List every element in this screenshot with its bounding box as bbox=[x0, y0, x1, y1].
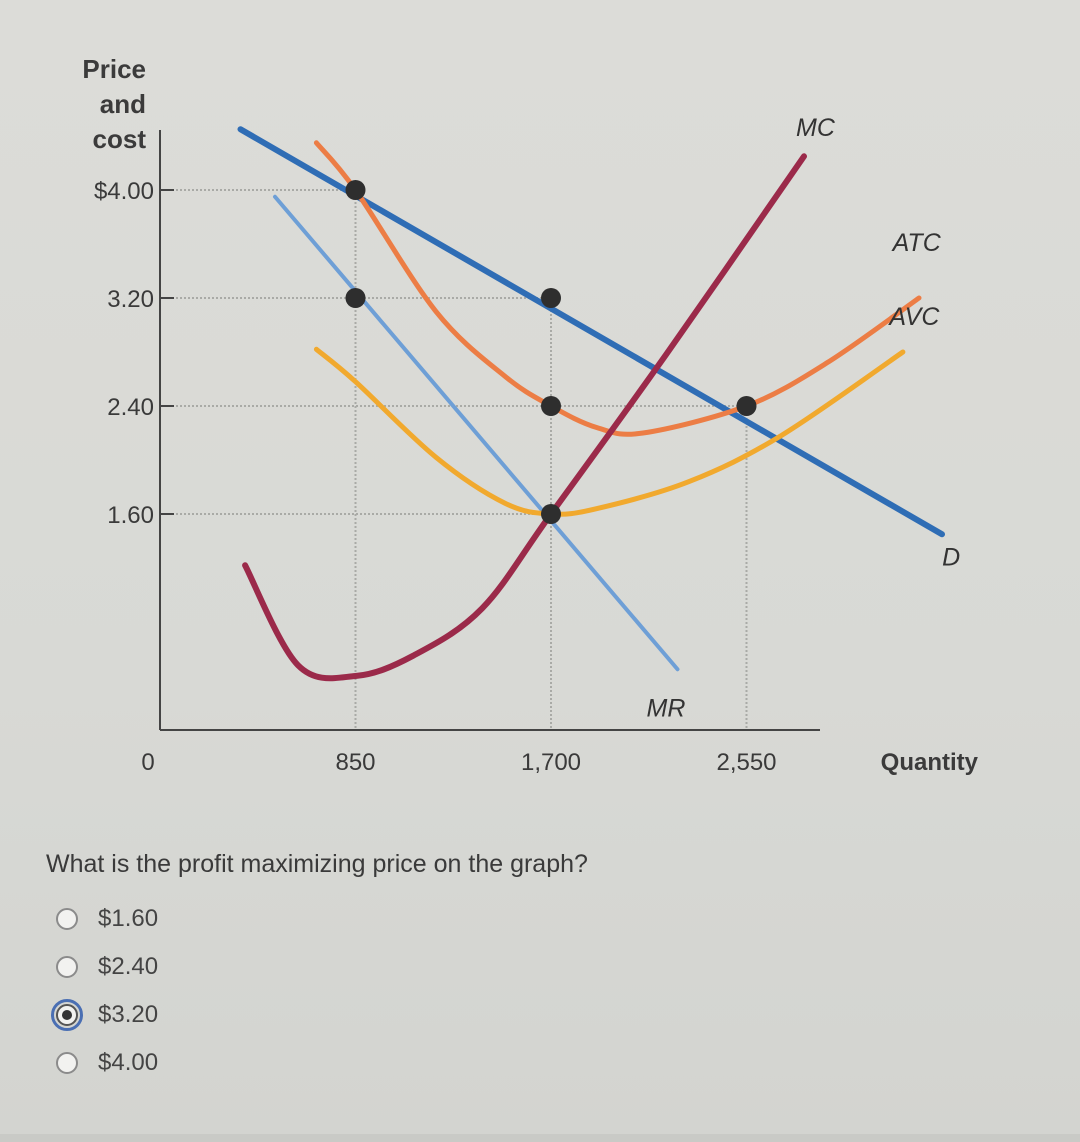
bottom-edge bbox=[0, 1134, 1080, 1142]
y-axis-title: cost bbox=[93, 124, 147, 154]
radio-button[interactable] bbox=[51, 999, 83, 1031]
marked-points bbox=[345, 180, 757, 524]
data-point bbox=[541, 504, 561, 524]
option-label: $1.60 bbox=[98, 905, 159, 932]
answer-options: $1.60 $2.40 $3.20 $4.00 bbox=[51, 895, 159, 1087]
curve-label-mr: MR bbox=[647, 695, 686, 723]
tick-labels: $4.00 3.20 2.40 1.60 850 1,700 2,550 0 Price and c… bbox=[82, 54, 978, 776]
origin-label: 0 bbox=[141, 749, 154, 776]
option-1-60[interactable]: $1.60 bbox=[56, 895, 158, 943]
series-atc-line bbox=[313, 140, 922, 437]
x-axis-title: Quantity bbox=[881, 749, 979, 776]
option-label: $3.20 bbox=[98, 1001, 159, 1028]
series-lines bbox=[237, 126, 945, 682]
curve-label-avc: AVC bbox=[887, 303, 940, 331]
curve-labels: MC ATC AVC D MR bbox=[647, 114, 961, 723]
option-label: $4.00 bbox=[98, 1049, 159, 1076]
curve-label-atc: ATC bbox=[891, 229, 942, 257]
axes bbox=[159, 130, 820, 731]
y-axis-title: Price bbox=[82, 54, 146, 84]
y-axis-title: and bbox=[100, 89, 146, 119]
option-label: $2.40 bbox=[98, 953, 159, 980]
curve-label-d: D bbox=[942, 543, 960, 571]
option-3-20[interactable]: $3.20 bbox=[51, 991, 159, 1039]
y-tick-label: 2.40 bbox=[107, 394, 154, 421]
question-text: What is the profit maximizing price on t… bbox=[46, 850, 588, 878]
y-tick-label: 1.60 bbox=[107, 502, 154, 529]
radio-button[interactable] bbox=[56, 908, 78, 930]
option-2-40[interactable]: $2.40 bbox=[56, 943, 158, 991]
radio-button[interactable] bbox=[56, 1052, 78, 1074]
option-4-00[interactable]: $4.00 bbox=[56, 1039, 158, 1087]
x-tick-label: 850 bbox=[335, 749, 375, 776]
series-mr-line bbox=[273, 194, 680, 672]
y-tick-label: $4.00 bbox=[94, 178, 154, 205]
y-tick-label: 3.20 bbox=[107, 286, 154, 313]
series-mc-line bbox=[242, 153, 807, 682]
data-point bbox=[345, 288, 366, 308]
data-point bbox=[541, 288, 561, 308]
x-tick-label: 2,550 bbox=[716, 749, 776, 776]
cost-curves-chart: MC ATC AVC D MR $4.00 3.20 2.40 1.60 850 1,700 2,5… bbox=[82, 54, 978, 776]
data-point bbox=[541, 396, 561, 416]
radio-button[interactable] bbox=[56, 956, 78, 978]
x-tick-label: 1,700 bbox=[521, 749, 581, 776]
data-point bbox=[736, 396, 757, 416]
curve-label-mc: MC bbox=[796, 114, 836, 142]
data-point bbox=[345, 180, 366, 200]
